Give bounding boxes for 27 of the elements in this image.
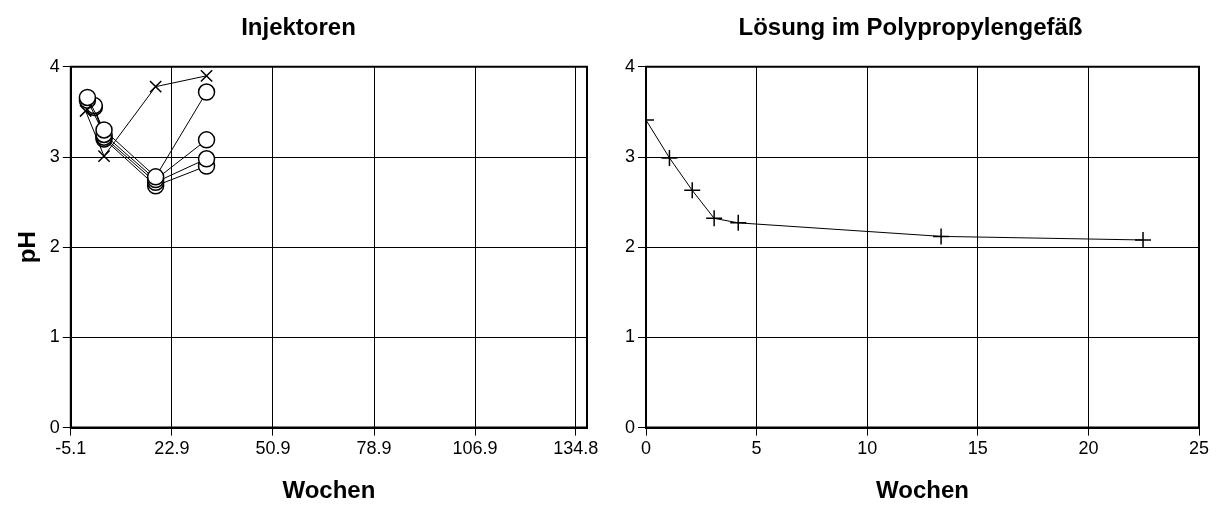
y-axis-title: pH — [13, 231, 41, 264]
x-tick-label: 134.8 — [553, 438, 599, 459]
x-tick-label: 106.9 — [452, 438, 498, 459]
x-tick-label: 22.9 — [154, 438, 190, 459]
x-tick-label: 25 — [1188, 438, 1210, 459]
x-tick-label: -5.1 — [55, 438, 87, 459]
y-tick-label: 3 — [49, 145, 60, 166]
x-tick-label: 20 — [1078, 438, 1099, 459]
chart-title: Lösung im Polypropylengefäß — [738, 13, 1083, 41]
x-tick-label: 5 — [751, 438, 762, 459]
y-tick-label: 3 — [625, 145, 636, 166]
y-tick-label: 0 — [49, 416, 60, 437]
y-tick-label: 0 — [625, 416, 636, 437]
x-tick-label: 10 — [857, 438, 878, 459]
chart-title: Injektoren — [241, 13, 356, 41]
y-tick-label: 4 — [49, 55, 60, 76]
y-tick-label: 2 — [49, 236, 60, 257]
x-tick-label: 50.9 — [255, 438, 291, 459]
y-tick-label: 1 — [625, 326, 636, 347]
x-tick-label: 78.9 — [356, 438, 392, 459]
x-axis-title: Wochen — [282, 476, 376, 504]
x-axis-title: Wochen — [876, 476, 969, 504]
x-tick-label: 0 — [641, 438, 652, 459]
y-tick-label: 4 — [625, 55, 636, 76]
y-tick-label: 2 — [625, 236, 636, 257]
x-tick-label: 15 — [967, 438, 988, 459]
y-tick-label: 1 — [49, 326, 60, 347]
